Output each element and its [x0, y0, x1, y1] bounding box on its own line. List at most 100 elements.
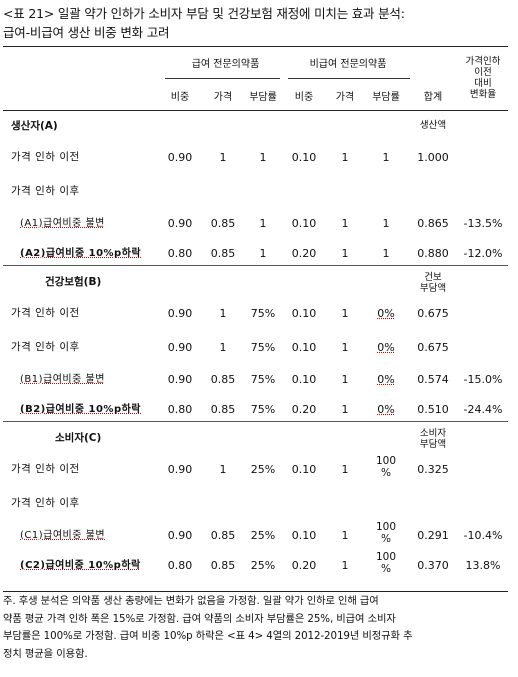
- table-row: (C1)급여비중 불변 0.90 0.85 25% 0.10 1 100 % 0.291 -10…: [3, 521, 508, 546]
- row-cell: 1: [341, 151, 349, 164]
- section-title: 생산자(A): [11, 120, 58, 132]
- row-cell: 0.325: [417, 463, 449, 476]
- section-measure-line: 생산액: [419, 120, 447, 131]
- header-burden-noncovered: 부담률: [372, 92, 400, 103]
- row-label: 가격 인하 이전: [11, 463, 80, 475]
- row-cell: -10.4%: [463, 529, 503, 542]
- table-top-rule: [3, 46, 508, 47]
- header-bottom-rule: [3, 110, 508, 111]
- row-label: (C2)급여비중 10%p하락: [20, 560, 141, 571]
- row-cell: 0.20: [291, 247, 317, 260]
- row-cell: 1: [382, 151, 390, 164]
- section-measure-label: 생산액: [413, 120, 453, 131]
- row-cell: 0.85: [210, 217, 236, 230]
- row-cell: 0.20: [291, 559, 317, 572]
- header-burden-covered: 부담률: [249, 92, 277, 103]
- row-cell: 1: [259, 151, 267, 164]
- row-cell: 0.675: [417, 341, 449, 354]
- table-row: (C2)급여비중 10%p하락 0.80 0.85 25% 0.20 1 100 % 0.37…: [3, 551, 508, 576]
- row-cell: 0.880: [417, 247, 449, 260]
- row-cell: 75%: [250, 307, 276, 320]
- row-cell: 1: [259, 247, 267, 260]
- row-cell: 1: [341, 403, 349, 416]
- row-cell: 100 %: [375, 455, 397, 479]
- row-cell: 100 %: [375, 521, 397, 545]
- header-noncovered-group: 비급여 전문의약품: [309, 59, 387, 70]
- row-cell: 0.574: [417, 373, 449, 386]
- row-cell: 0%: [377, 373, 395, 386]
- section-divider: [3, 421, 508, 422]
- note-line-4: 정치 평균을 이용함.: [3, 647, 88, 660]
- table-row: 가격 인하 이전 0.90 1 75% 0.10 1 0% 0.675: [3, 304, 508, 324]
- row-cell: 0.85: [210, 373, 236, 386]
- row-cell: 1: [341, 463, 349, 476]
- row-cell: 0.90: [167, 373, 193, 386]
- row-cell: 25%: [250, 463, 276, 476]
- header-covered-group: 급여 전문의약품: [191, 59, 260, 70]
- note-line-1: 주. 후생 분석은 의약품 생산 총량에는 변화가 없음을 가정함. 일괄 약가…: [3, 595, 379, 607]
- row-cell: 0.85: [210, 247, 236, 260]
- title-line-1: <표 21> 일괄 약가 인하가 소비자 부담 및 건강보험 재정에 미치는 효…: [3, 6, 405, 21]
- row-cell: 0.90: [167, 341, 193, 354]
- section-divider: [3, 265, 508, 266]
- title-line-2: 급여-비급여 생산 비중 변화 고려: [3, 25, 170, 40]
- row-label: (A2)급여비중 10%p하락: [20, 248, 142, 259]
- row-cell: 1: [341, 307, 349, 320]
- row-cell: 1.000: [417, 151, 449, 164]
- section-measure-line: 부담액: [419, 283, 447, 294]
- table-row: 가격 인하 이후: [3, 494, 508, 514]
- row-cell: 1: [382, 247, 390, 260]
- table-bottom-rule: [3, 591, 508, 592]
- row-cell: 0.80: [167, 559, 193, 572]
- row-cell: 0.90: [167, 529, 193, 542]
- row-cell: 0.10: [291, 341, 317, 354]
- row-cell: 1: [259, 217, 267, 230]
- row-cell: 1: [341, 373, 349, 386]
- row-cell: 1: [341, 559, 349, 572]
- row-cell: 0.10: [291, 463, 317, 476]
- table-note: 주. 후생 분석은 의약품 생산 총량에는 변화가 없음을 가정함. 일괄 약가…: [3, 593, 508, 663]
- row-cell: 0.90: [167, 217, 193, 230]
- row-cell: 1: [219, 341, 227, 354]
- row-label: (A1)급여비중 불변: [20, 218, 105, 229]
- row-cell: 1: [341, 529, 349, 542]
- row-cell: 0.90: [167, 307, 193, 320]
- row-cell: 0.291: [417, 529, 449, 542]
- row-cell: 0.10: [291, 529, 317, 542]
- section-measure-line: 건보: [424, 272, 442, 283]
- header-share-noncovered: 비중: [294, 92, 314, 103]
- table-row: (B1)급여비중 불변 0.90 0.85 75% 0.10 1 0% 0.574 -15.0%: [3, 370, 508, 390]
- section-title: 건강보험(B): [45, 276, 102, 288]
- header-share-covered: 비중: [170, 92, 190, 103]
- row-cell: -24.4%: [463, 403, 503, 416]
- section-measure-label: 소비자 부담액: [413, 428, 453, 450]
- row-cell: 0.90: [167, 463, 193, 476]
- note-line-3: 부담률은 100%로 가정함. 급여 비중 10%p 하락은 <표 4> 4열의…: [3, 630, 413, 642]
- header-change-line-2: 이전: [474, 67, 492, 78]
- header-change-rate: 가격인하 이전 대비 변화율: [458, 56, 508, 100]
- row-cell: 0.90: [167, 151, 193, 164]
- table-row: 가격 인하 이전 0.90 1 1 0.10 1 1 1.000: [3, 148, 508, 168]
- row-cell: 0.675: [417, 307, 449, 320]
- table-row: (B2)급여비중 10%p하락 0.80 0.85 75% 0.20 1 0% 0.510 -2…: [3, 400, 508, 420]
- row-cell: 0%: [377, 403, 395, 416]
- row-cell: 0.85: [210, 403, 236, 416]
- row-cell: -12.0%: [463, 247, 503, 260]
- table-row: 가격 인하 이후 0.90 1 75% 0.10 1 0% 0.675: [3, 338, 508, 358]
- row-label: (C1)급여비중 불변: [20, 530, 106, 541]
- table-row: (A1)급여비중 불변 0.90 0.85 1 0.10 1 1 0.865 -13.5%: [3, 214, 508, 234]
- row-cell: 1: [382, 217, 390, 230]
- note-line-2: 약품 평균 가격 인하 폭은 15%로 가정함. 급여 약품의 소비자 부담률은…: [3, 612, 396, 625]
- header-change-line-3: 대비: [474, 78, 492, 89]
- row-cell: 0.865: [417, 217, 449, 230]
- row-cell: 0%: [377, 307, 395, 320]
- row-cell: 1: [341, 247, 349, 260]
- row-cell: 0.10: [291, 307, 317, 320]
- header-price-noncovered: 가격: [335, 92, 355, 103]
- row-cell: 75%: [250, 341, 276, 354]
- section-measure-line: 부담액: [419, 439, 447, 450]
- row-label: 가격 인하 이후: [11, 341, 80, 353]
- row-cell: 25%: [250, 529, 276, 542]
- header-price-covered: 가격: [213, 92, 233, 103]
- row-cell: 75%: [250, 373, 276, 386]
